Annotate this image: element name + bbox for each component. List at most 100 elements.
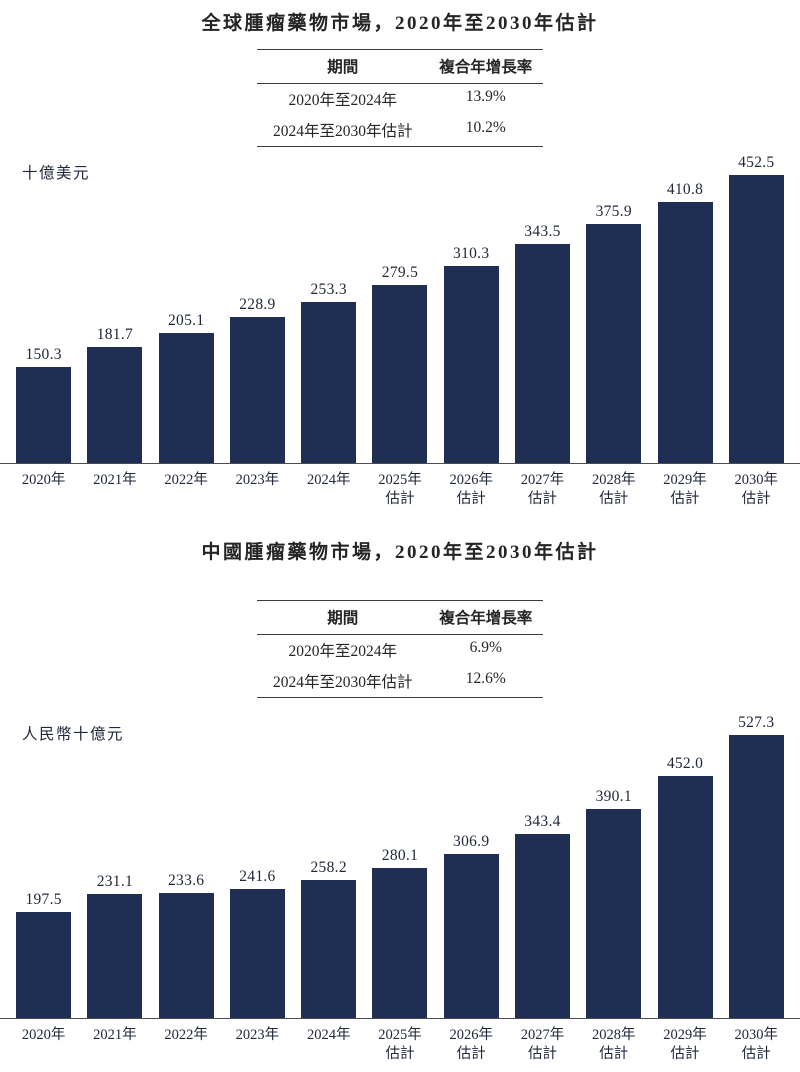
x-axis-tick-label: 2025年 估計	[378, 472, 422, 508]
bar-column: 280.1	[364, 846, 435, 1019]
bar	[728, 735, 784, 1019]
bar-column: 343.5	[507, 223, 578, 463]
x-axis-tick-label: 2027年 估計	[520, 1027, 565, 1063]
cagr-period-cell: 2020年至2024年	[288, 92, 398, 109]
bar	[657, 775, 713, 1019]
cagr-row: 2024年至2030年估計 12.6%	[257, 666, 543, 697]
x-axis-tick-label: 2022年	[164, 472, 208, 488]
cagr-rate-header: 複合年增長率	[439, 59, 533, 76]
global-market-chart-section: 全球腫瘤藥物市場，2020年至2030年估計 期間 複合年增長率 2020年至2…	[0, 0, 800, 509]
bar	[87, 347, 143, 463]
bar-column: 231.1	[79, 873, 150, 1019]
bar	[158, 332, 214, 463]
cagr-rate-header: 複合年增長率	[439, 610, 533, 628]
bar	[443, 265, 499, 463]
bar	[16, 367, 72, 463]
x-axis-tick-label: 2026年 估計	[449, 1027, 493, 1063]
cagr-header-row: 期間 複合年增長率	[257, 600, 543, 636]
bar-column: 452.0	[649, 755, 720, 1019]
chart-title-global: 全球腫瘤藥物市場，2020年至2030年估計	[201, 13, 599, 34]
cagr-table-global: 期間 複合年增長率 2020年至2024年 13.9% 2024年至2030年估…	[257, 49, 543, 147]
bars-area: 197.5 231.1 233.6 241.6 258.2 280.1 306.9 343.4…	[0, 698, 800, 1020]
bar-value-label: 241.6	[239, 867, 276, 885]
bar	[301, 301, 357, 463]
x-axis-tick-label: 2020年	[21, 1027, 66, 1044]
x-axis-tick-label: 2029年 估計	[663, 1027, 707, 1063]
x-axis-labels: 2020年 2021年 2022年 2023年 2024年 2025年 估計 2026年 估計 2…	[0, 1019, 800, 1064]
bar-value-label: 279.5	[381, 264, 419, 282]
bar-column: 241.6	[222, 868, 293, 1019]
x-axis-tick-label: 2030年 估計	[734, 1027, 779, 1063]
bar-column: 306.9	[436, 833, 507, 1019]
bar	[87, 894, 143, 1019]
bar	[657, 201, 713, 463]
bar-column: 527.3	[721, 714, 792, 1019]
bar-value-label: 527.3	[738, 714, 775, 732]
bar-value-label: 228.9	[239, 296, 276, 314]
x-axis-tick-label: 2027年 估計	[520, 472, 565, 508]
bars-area: 150.3 181.7 205.1 228.9 253.3 279.5 310.3 343.5…	[0, 147, 800, 464]
bar-value-label: 375.9	[595, 202, 632, 220]
bar	[514, 833, 570, 1019]
bar-column: 343.4	[507, 812, 578, 1019]
bar	[372, 285, 428, 463]
bar-column: 197.5	[8, 891, 79, 1019]
bar	[443, 853, 499, 1019]
bar-value-label: 343.4	[524, 812, 561, 830]
bar	[586, 223, 642, 463]
cagr-row: 2024年至2030年估計 10.2%	[257, 115, 543, 146]
cagr-period-header: 期間	[327, 59, 359, 76]
bar	[229, 888, 285, 1019]
x-axis-tick-label: 2025年 估計	[378, 1027, 422, 1063]
x-axis-tick-label: 2023年	[235, 472, 280, 488]
x-axis-tick-label: 2026年 估計	[449, 472, 493, 508]
bar-value-label: 452.5	[738, 154, 775, 171]
bar	[16, 912, 72, 1019]
bar-value-label: 197.5	[25, 891, 62, 909]
cagr-row: 2020年至2024年 13.9%	[257, 84, 543, 115]
bar-value-label: 258.2	[310, 858, 347, 876]
cagr-period-cell: 2024年至2030年估計	[273, 674, 413, 692]
bar-value-label: 390.1	[595, 787, 632, 805]
bar	[301, 879, 357, 1019]
cagr-rate-cell: 13.9%	[465, 88, 506, 105]
bar-column: 253.3	[293, 281, 364, 463]
china-market-chart-section: 中國腫瘤藥物市場，2020年至2030年估計 期間 複合年增長率 2020年至2…	[0, 529, 800, 1064]
bar-column: 279.5	[364, 264, 435, 463]
cagr-period-header: 期間	[327, 610, 359, 628]
y-axis-unit-label: 人民幣十億元	[22, 726, 125, 744]
x-axis-tick-label: 2028年 估計	[592, 1027, 636, 1063]
bar-value-label: 253.3	[310, 280, 347, 298]
chart-title-china: 中國腫瘤藥物市場，2020年至2030年估計	[201, 542, 599, 564]
bar-column: 452.5	[721, 154, 792, 463]
bar-value-label: 306.9	[453, 832, 490, 850]
bar-value-label: 310.3	[453, 244, 490, 262]
bar-column: 233.6	[151, 871, 222, 1019]
cagr-period-cell: 2020年至2024年	[288, 643, 398, 661]
bar	[372, 867, 428, 1019]
bar-column: 150.3	[8, 346, 79, 463]
bar-column: 181.7	[79, 326, 150, 463]
x-axis-tick-label: 2028年 估計	[592, 472, 636, 508]
bar-value-label: 343.5	[524, 223, 561, 241]
bar-value-label: 233.6	[167, 871, 205, 889]
bar-column: 375.9	[578, 203, 649, 463]
bar-plot-china: 人民幣十億元 197.5 231.1 233.6 241.6 258.2 280.1 306…	[0, 698, 800, 1064]
cagr-rate-cell: 6.9%	[469, 639, 502, 657]
cagr-rate-cell: 12.6%	[465, 670, 506, 688]
x-axis-tick-label: 2020年	[21, 472, 66, 488]
x-axis-tick-label: 2030年 估計	[734, 472, 779, 508]
cagr-header-row: 期間 複合年增長率	[257, 49, 543, 84]
x-axis-tick-label: 2024年	[306, 472, 351, 488]
x-axis-tick-label: 2022年	[164, 1027, 208, 1044]
bar-value-label: 280.1	[381, 846, 419, 864]
bar-value-label: 231.1	[96, 873, 134, 891]
bar-column: 205.1	[151, 312, 222, 463]
x-axis-tick-label: 2023年	[235, 1027, 280, 1044]
cagr-period-cell: 2024年至2030年估計	[273, 123, 413, 140]
x-axis-tick-label: 2021年	[93, 1027, 137, 1044]
bar	[514, 244, 570, 463]
bar-column: 390.1	[578, 787, 649, 1019]
cagr-rate-cell: 10.2%	[465, 119, 506, 136]
cagr-table-china: 期間 複合年增長率 2020年至2024年 6.9% 2024年至2030年估計…	[257, 600, 543, 699]
